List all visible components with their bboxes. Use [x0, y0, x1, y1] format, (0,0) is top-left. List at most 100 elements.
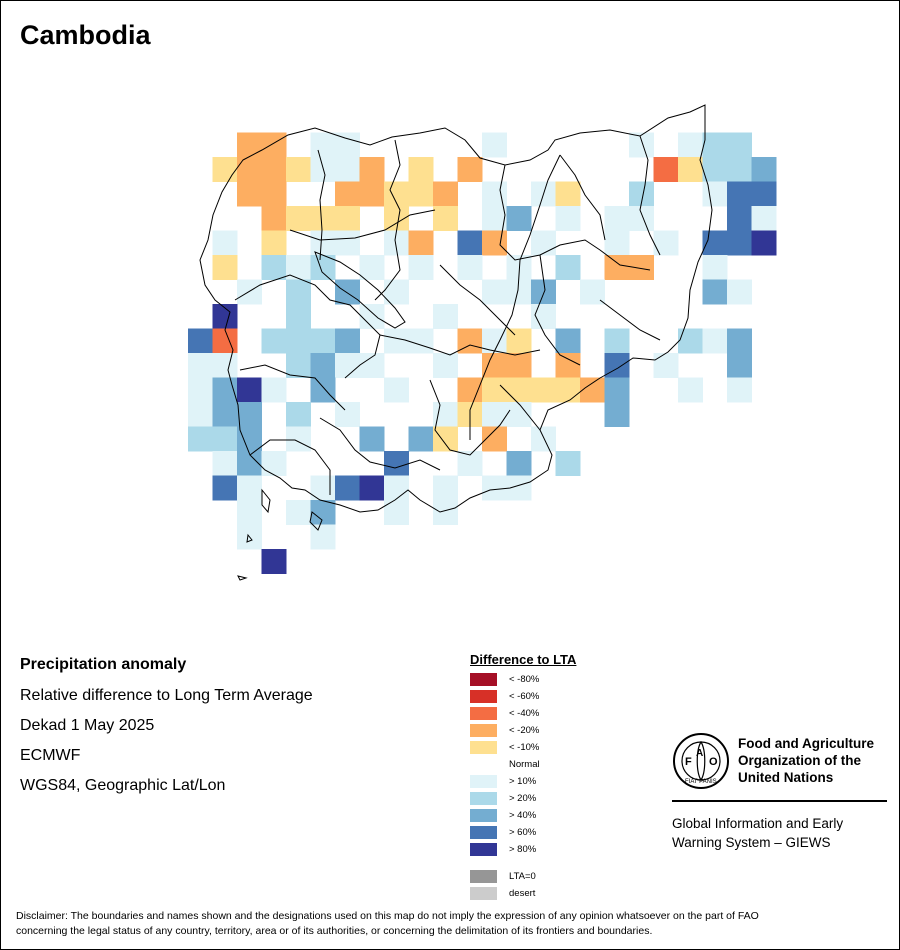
- anomaly-cell: [555, 353, 581, 378]
- legend-label: > 40%: [509, 810, 537, 821]
- anomaly-cell: [506, 328, 532, 354]
- anomaly-cell: [335, 328, 360, 354]
- legend-label: < -10%: [509, 742, 540, 753]
- anomaly-cell: [212, 426, 238, 452]
- legend-swatch: [470, 870, 497, 883]
- anomaly-cell: [751, 157, 777, 182]
- anomaly-cell: [555, 181, 581, 207]
- anomaly-cell: [506, 206, 532, 231]
- anomaly-cell: [359, 304, 385, 329]
- anomaly-cell: [506, 377, 532, 403]
- province-boundary: [559, 154, 606, 241]
- anomaly-cell: [286, 500, 311, 525]
- anomaly-cell: [653, 353, 679, 378]
- anomaly-cell: [261, 157, 287, 182]
- anomaly-cell: [433, 500, 458, 525]
- anomaly-cell: [702, 157, 728, 182]
- anomaly-cell: [261, 181, 287, 207]
- coastal-island: [237, 575, 248, 581]
- info-description: Relative difference to Long Term Average: [20, 687, 313, 704]
- legend-swatch: [470, 792, 497, 805]
- anomaly-cell: [604, 328, 630, 354]
- legend-label: desert: [509, 888, 536, 899]
- anomaly-cell: [604, 206, 630, 231]
- anomaly-cell: [261, 132, 287, 158]
- anomaly-cell: [310, 377, 336, 403]
- anomaly-cell: [727, 328, 752, 354]
- anomaly-cell: [531, 279, 556, 305]
- legend-label: Normal: [509, 759, 540, 770]
- anomaly-cell: [261, 328, 287, 354]
- anomaly-cell: [188, 328, 213, 354]
- anomaly-cell: [482, 132, 507, 158]
- anomaly-cell: [580, 377, 605, 403]
- legend-swatch: [470, 843, 497, 856]
- disclaimer: Disclaimer: The boundaries and names sho…: [16, 909, 886, 939]
- legend-swatch: [470, 741, 497, 754]
- legend-label: LTA=0: [509, 871, 536, 882]
- anomaly-cell: [433, 402, 458, 427]
- fao-logo-icon: F A O FIAT PANIS: [673, 733, 729, 789]
- giews-line: Global Information and Early: [672, 816, 844, 831]
- anomaly-cell: [702, 132, 728, 158]
- fao-name-line: Organization of the: [738, 753, 861, 768]
- anomaly-cell: [727, 230, 752, 256]
- legend-item: > 80%: [470, 841, 670, 858]
- province-boundary: [379, 334, 541, 356]
- legend-swatch: [470, 775, 497, 788]
- legend: Difference to LTA < -80% < -60% < -40% < -2…: [470, 652, 670, 902]
- anomaly-cell: [335, 206, 360, 231]
- anomaly-cell: [237, 377, 262, 403]
- anomaly-cell: [408, 230, 434, 256]
- anomaly-cell: [310, 132, 336, 158]
- anomaly-cell: [335, 402, 360, 427]
- anomaly-cell: [433, 353, 458, 378]
- anomaly-cell: [433, 206, 458, 231]
- province-boundary: [319, 417, 441, 471]
- country-border: [199, 104, 713, 513]
- anomaly-cell: [286, 328, 311, 354]
- anomaly-cell: [237, 181, 262, 207]
- legend-swatch: [470, 809, 497, 822]
- fao-name-line: United Nations: [738, 770, 834, 785]
- anomaly-cell: [335, 475, 360, 501]
- fao-logo-motto: FIAT PANIS: [685, 779, 717, 785]
- fao-logo-letter: F: [685, 756, 692, 768]
- anomaly-cell: [751, 230, 777, 256]
- legend-label: > 60%: [509, 827, 537, 838]
- info-title: Precipitation anomaly: [20, 656, 187, 673]
- anomaly-cell: [335, 230, 360, 256]
- anomaly-cell: [310, 353, 336, 378]
- legend-item: < -10%: [470, 739, 670, 756]
- anomaly-cell: [702, 279, 728, 305]
- anomaly-cell: [506, 451, 532, 476]
- anomaly-cell: [359, 157, 385, 182]
- fao-logo-letter: A: [696, 748, 703, 759]
- anomaly-cell: [212, 230, 238, 256]
- anomaly-cell: [531, 230, 556, 256]
- legend-swatch: [470, 673, 497, 686]
- coastal-island: [261, 488, 271, 514]
- province-boundary: [499, 384, 541, 431]
- legend-title: Difference to LTA: [470, 652, 577, 667]
- disclaimer-line: Disclaimer: The boundaries and names sho…: [16, 910, 759, 922]
- anomaly-cell: [433, 181, 458, 207]
- legend-label: < -20%: [509, 725, 540, 736]
- anomaly-cell: [286, 279, 311, 305]
- anomaly-cell: [433, 304, 458, 329]
- anomaly-cell: [433, 426, 458, 452]
- map-title: Cambodia: [20, 20, 151, 50]
- legend-item: Normal: [470, 756, 670, 773]
- legend-swatch: [470, 758, 497, 771]
- anomaly-cell: [261, 451, 287, 476]
- anomaly-cell: [310, 206, 336, 231]
- anomaly-cell: [531, 426, 556, 452]
- info-projection: WGS84, Geographic Lat/Lon: [20, 777, 226, 794]
- anomaly-cell: [237, 402, 262, 427]
- coastal-island: [246, 533, 253, 543]
- anomaly-cell: [408, 255, 434, 280]
- anomaly-cell: [604, 230, 630, 256]
- anomaly-cell: [335, 279, 360, 305]
- tonle-sap-lake: [314, 251, 406, 329]
- anomaly-cell: [482, 279, 507, 305]
